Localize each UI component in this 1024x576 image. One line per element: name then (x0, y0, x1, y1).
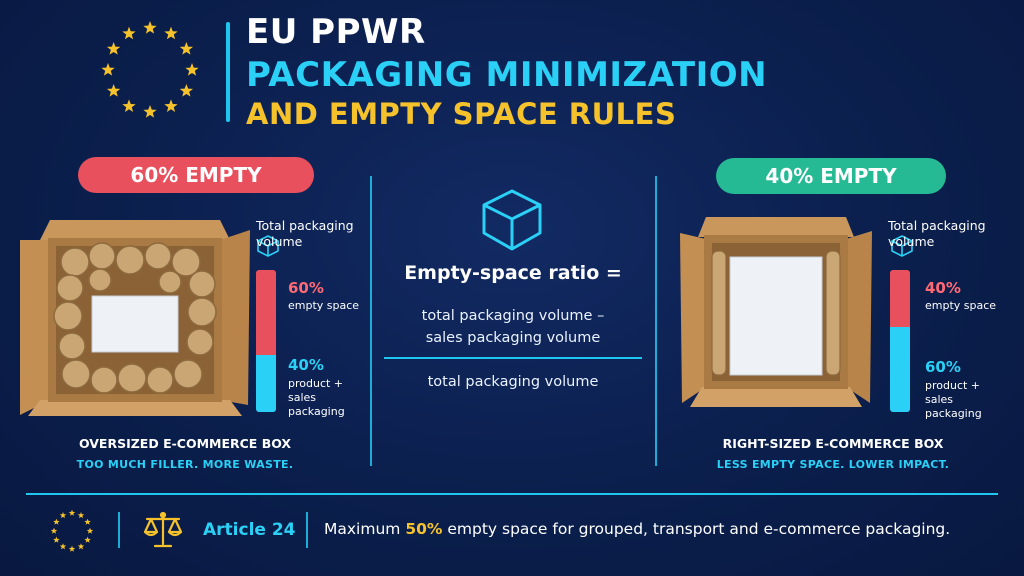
product-percent: 40% (288, 356, 324, 374)
footer-text-after: empty space for grouped, transport and e… (442, 520, 951, 538)
fraction-line (384, 357, 642, 359)
eu-star (77, 543, 85, 550)
formula-numerator-line2: sales packaging volume (425, 330, 601, 346)
formula-denominator: total packaging volume (427, 374, 599, 390)
eu-star (164, 26, 178, 40)
eu-star (68, 545, 76, 552)
eu-star (122, 26, 136, 40)
empty-space-ratio-label: Empty-space ratio = (404, 262, 622, 284)
caption-less-empty-space: LESS EMPTY SPACE. LOWER IMPACT. (716, 458, 950, 471)
scales-icon (143, 511, 183, 548)
badge-40-empty: 40% EMPTY (716, 158, 946, 194)
eu-star (53, 518, 60, 525)
empty-label: empty space (288, 299, 360, 312)
divider-right (655, 176, 657, 466)
legend-title-total-packaging-volume: Total packaging volume (256, 218, 354, 249)
footer-highlight-50: 50% (405, 520, 443, 538)
cube-icon (891, 235, 913, 257)
cube-icon (482, 189, 542, 251)
badge-60-empty: 60% EMPTY (78, 157, 314, 193)
eu-star (143, 105, 157, 118)
eu-star (53, 536, 60, 543)
empty-percent: 60% (288, 279, 324, 297)
footer-divider (306, 512, 308, 548)
cube-icon (257, 235, 279, 257)
eu-flag-icon (101, 21, 199, 118)
formula-numerator-line1: total packaging volume – (421, 308, 605, 324)
article-24-label: Article 24 (203, 520, 296, 540)
footer-text-before: Maximum (324, 520, 406, 538)
eu-star (185, 63, 199, 76)
eu-star (179, 84, 194, 97)
footer-divider-line (26, 493, 998, 495)
right-sized-box-image (680, 217, 872, 407)
eu-star (106, 42, 121, 55)
eu-star (77, 512, 85, 519)
oversized-box-image (20, 220, 250, 416)
eu-star (122, 99, 136, 113)
empty-percent: 40% (925, 279, 961, 297)
eu-star (179, 42, 194, 55)
caption-oversized-box: OVERSIZED E-COMMERCE BOX (78, 436, 292, 451)
header-divider (226, 22, 230, 122)
eu-star (59, 543, 67, 550)
footer-rule-text: Maximum 50% empty space for grouped, tra… (324, 520, 950, 538)
product-percent: 60% (925, 358, 961, 376)
eu-star (68, 509, 76, 516)
eu-star (50, 527, 58, 534)
bar-product (256, 355, 276, 412)
title-eu-ppwr: EU PPWR (246, 12, 426, 52)
title-packaging-minimization: PACKAGING MINIMIZATION (246, 55, 768, 95)
eu-star (101, 63, 115, 76)
bar-empty-space (256, 270, 276, 355)
eu-star (84, 518, 91, 525)
empty-label: empty space (925, 299, 997, 312)
eu-star (164, 99, 178, 113)
eu-star (143, 21, 157, 34)
eu-star (86, 527, 94, 534)
eu-flag-icon (50, 509, 94, 552)
divider-left (370, 176, 372, 466)
caption-too-much-filler: TOO MUCH FILLER. MORE WASTE. (76, 458, 294, 471)
title-empty-space-rules: AND EMPTY SPACE RULES (246, 97, 677, 131)
caption-right-sized-box: RIGHT-SIZED E-COMMERCE BOX (722, 436, 944, 451)
product-label: product + sales packaging (925, 379, 982, 420)
eu-star (106, 84, 121, 97)
product-label: product + sales packaging (288, 377, 345, 418)
legend-title-total-packaging-volume: Total packaging volume (888, 218, 986, 249)
bar-empty-space (890, 270, 910, 327)
eu-star (59, 512, 67, 519)
eu-star (84, 536, 91, 543)
footer-divider (118, 512, 120, 548)
bar-product (890, 327, 910, 412)
